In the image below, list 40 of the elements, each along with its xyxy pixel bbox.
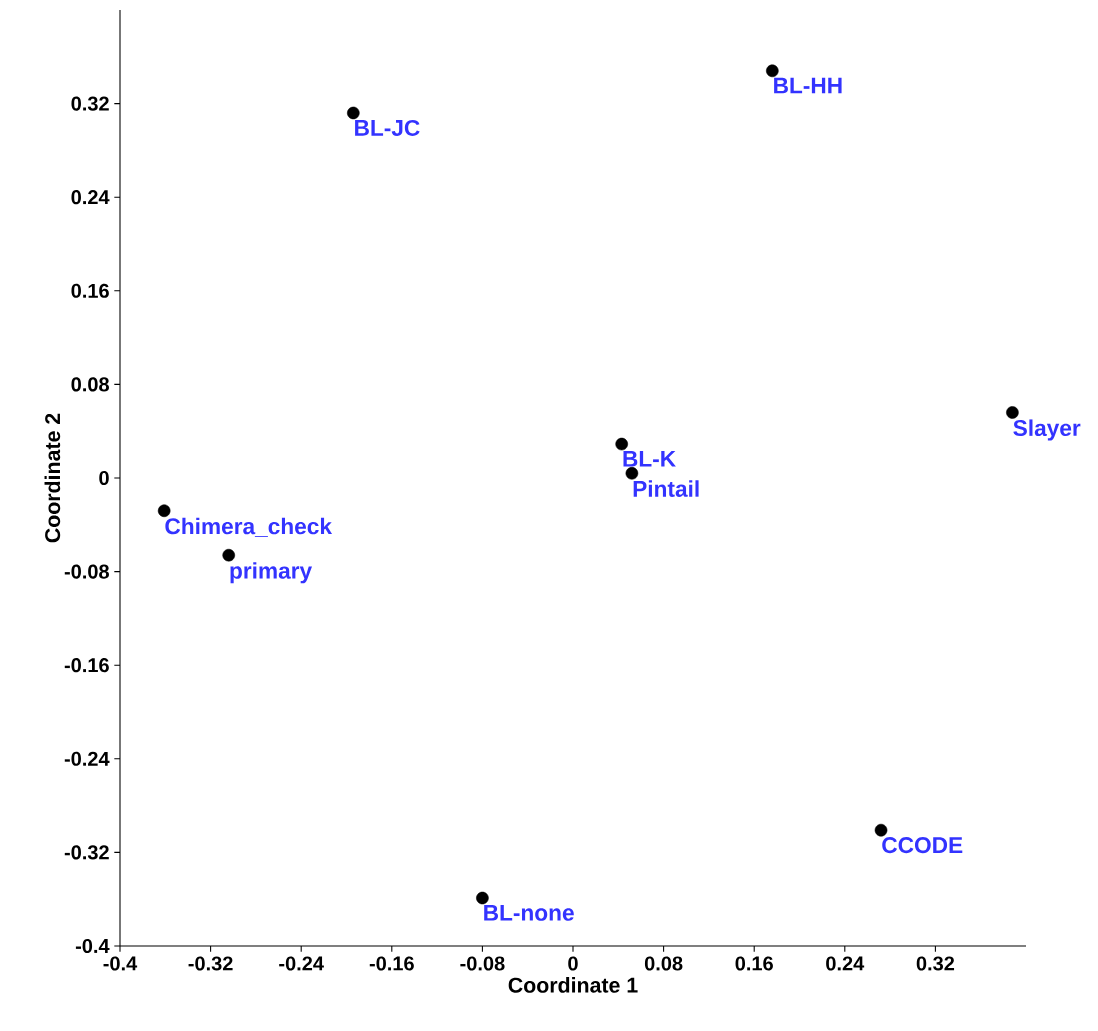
x-tick-label: -0.4 (103, 956, 138, 971)
point (615, 437, 628, 451)
x-tick-label: -0.24 (279, 956, 324, 971)
annotation: Slayer (1013, 419, 1081, 441)
x-tick-label: 0.08 (644, 956, 683, 971)
annotation: Chimera_check (165, 517, 333, 537)
y-axis-title: Coordinate 2 (44, 413, 61, 543)
point (222, 548, 235, 562)
point (347, 106, 360, 120)
y-tick-label: 0.08 (71, 377, 109, 392)
x-axis-title: Coordinate 1 (508, 977, 638, 993)
annotation: primary (230, 562, 313, 584)
x-tick-label: 0.24 (826, 956, 865, 971)
x-tick-label: -0.32 (188, 956, 233, 971)
y-tick-label: -0.16 (64, 658, 109, 673)
y-tick-label: -0.24 (64, 751, 110, 766)
y-tick-label: -0.4 (75, 938, 110, 954)
annotation: BL-K (623, 451, 676, 467)
point (1006, 406, 1019, 419)
y-tick-label: 0.24 (71, 190, 110, 205)
y-tick-label: -0.08 (64, 564, 109, 579)
annotation: BL-HH (774, 77, 842, 94)
annotation: Pintail (633, 480, 699, 497)
point (476, 891, 489, 905)
point (874, 823, 888, 837)
annotation: BL-JC (355, 119, 420, 136)
point (625, 467, 639, 480)
y-tick-label: 0.16 (71, 283, 109, 298)
y-tick-label: 0 (99, 470, 109, 486)
y-tick-label: 0.32 (71, 96, 109, 111)
annotation: CCODE (882, 837, 963, 854)
annotation: BL-none (484, 904, 574, 921)
x-tick-label: 0 (568, 956, 578, 971)
point (766, 64, 779, 78)
x-tick-label: -0.08 (460, 956, 505, 971)
y-tick-label: -0.32 (64, 845, 109, 860)
x-tick-label: 0.16 (735, 956, 773, 971)
point (157, 504, 171, 518)
x-tick-label: 0.32 (916, 956, 955, 971)
x-tick-label: -0.16 (369, 956, 414, 971)
